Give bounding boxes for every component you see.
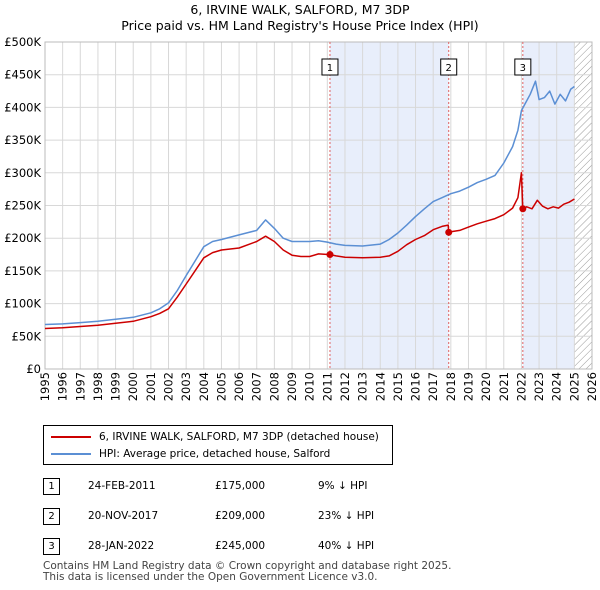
legend: 6, IRVINE WALK, SALFORD, M7 3DP (detache… [43,425,393,465]
x-tick-label: 2012 [338,372,352,401]
sale-point-2 [445,228,453,236]
y-tick-label: £350K [4,133,41,147]
x-tick-label: 2026 [585,372,599,401]
x-tick-label: 2000 [126,372,140,401]
transaction-number: 1 [43,478,60,495]
y-tick-label: £0 [26,362,41,376]
x-tick-label: 2006 [232,372,246,401]
footer-copyright: Contains HM Land Registry data © Crown c… [43,560,452,572]
transaction-hpi-diff: 23% ↓ HPI [318,510,375,522]
x-tick-label: 2005 [214,372,228,401]
y-tick-label: £450K [4,68,41,82]
plot-frame [44,41,593,370]
sale-label-box-3 [514,58,532,76]
x-tick-label: 2015 [391,372,405,401]
chart-subtitle: Price paid vs. HM Land Registry's House … [121,18,479,33]
x-tick-label: 2025 [567,372,581,401]
y-tick-label: £200K [4,231,41,245]
y-tick-label: £250K [4,199,41,213]
x-tick-label: 2017 [426,372,440,401]
x-tick-label: 2002 [162,372,176,401]
y-tick-label: £100K [4,297,41,311]
y-tick-label: £400K [4,100,41,114]
x-tick-label: 2010 [303,372,317,401]
price-chart: 1 2 3 £0 £50K £100K £150K £200K £250K £300K £350K £… [4,35,599,401]
transaction-hpi-diff: 9% ↓ HPI [318,480,368,492]
x-tick-label: 2007 [250,372,264,401]
x-tick-label: 2011 [320,372,334,401]
hpi-line-swatch [51,453,91,455]
x-tick-label: 2020 [479,372,493,401]
y-tick-label: £500K [4,35,41,49]
legend-item-property: 6, IRVINE WALK, SALFORD, M7 3DP (detache… [51,429,379,445]
transaction-price: £209,000 [215,510,266,522]
transaction-number: 2 [43,508,60,525]
x-tick-label: 2009 [285,372,299,401]
footer: Contains HM Land Registry data © Crown c… [43,561,451,583]
legend-item-hpi: HPI: Average price, detached house, Salf… [51,446,330,462]
transaction-date: 20-NOV-2017 [88,510,159,522]
y-tick-label: £150K [4,264,41,278]
sale-label-1: 1 [327,63,333,74]
sale-label-box-2 [440,58,458,76]
chart-title: 6, IRVINE WALK, SALFORD, M7 3DP [190,2,410,17]
x-tick-label: 2018 [444,372,458,401]
x-tick-label: 1995 [38,372,52,401]
x-tick-label: 2004 [197,372,211,401]
x-tick-label: 2023 [532,372,546,401]
x-tick-label: 1999 [109,372,123,401]
x-tick-label: 2008 [267,372,281,401]
property-line-swatch [51,436,91,438]
transaction-price: £175,000 [215,480,266,492]
hpi-line [44,80,575,326]
x-tick-label: 2003 [179,372,193,401]
transaction-hpi-diff: 40% ↓ HPI [318,540,375,552]
sale-point-1 [326,251,334,259]
x-tick-label: 2013 [356,372,370,401]
transaction-date: 28-JAN-2022 [88,540,155,552]
sale-label-3: 3 [520,63,526,74]
sale-label-2: 2 [446,63,452,74]
transaction-number: 3 [43,538,60,555]
x-tick-label: 2001 [144,372,158,401]
x-tick-label: 1997 [73,372,87,401]
x-tick-label: 2016 [409,372,423,401]
x-tick-label: 1998 [91,372,105,401]
transaction-date: 24-FEB-2011 [88,480,156,492]
y-tick-label: £300K [4,166,41,180]
legend-hpi-label: HPI: Average price, detached house, Salf… [99,448,331,460]
footer-licence: This data is licensed under the Open Gov… [43,571,378,583]
legend-property-label: 6, IRVINE WALK, SALFORD, M7 3DP (detache… [99,431,379,443]
y-tick-label: £50K [12,329,42,343]
x-tick-label: 1996 [56,372,70,401]
x-tick-label: 2014 [373,372,387,401]
sale-label-box-1 [321,58,339,76]
x-tick-label: 2022 [514,372,528,401]
transaction-price: £245,000 [215,540,266,552]
x-tick-label: 2021 [497,372,511,401]
x-tick-label: 2019 [461,372,475,401]
x-tick-label: 2024 [550,372,564,401]
sale-point-3 [519,205,527,213]
